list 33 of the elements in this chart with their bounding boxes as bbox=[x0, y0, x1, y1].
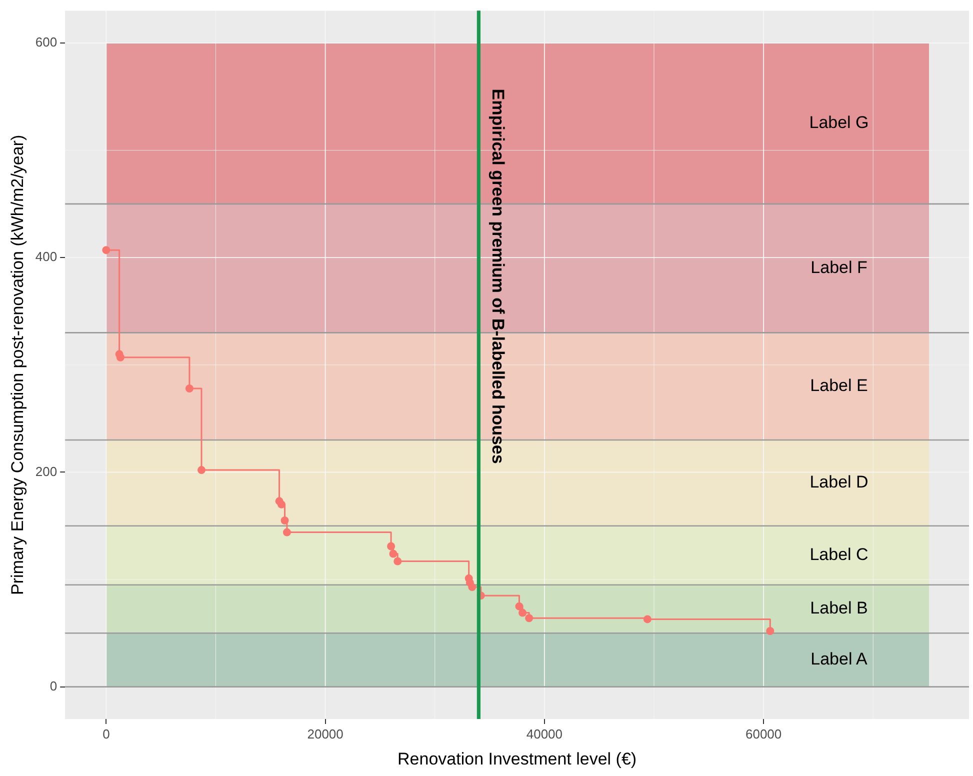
band-label: Label D bbox=[810, 472, 868, 492]
point bbox=[518, 608, 527, 617]
band-label: Label A bbox=[810, 650, 868, 669]
point bbox=[468, 583, 476, 592]
x-axis-title: Renovation Investment level (€) bbox=[398, 749, 637, 768]
point bbox=[102, 246, 110, 254]
point bbox=[387, 542, 396, 550]
point bbox=[185, 384, 194, 393]
point bbox=[515, 602, 524, 610]
point bbox=[643, 615, 652, 624]
point bbox=[394, 557, 402, 566]
band-label: Label G bbox=[809, 113, 869, 132]
point bbox=[280, 516, 289, 524]
x-tick-label: 60000 bbox=[745, 726, 782, 742]
band-label: Label B bbox=[810, 598, 868, 618]
point bbox=[766, 627, 774, 636]
point bbox=[525, 614, 534, 622]
point bbox=[282, 528, 291, 536]
y-axis-title: Primary Energy Consumption post-renovation (kWh/m2/year) bbox=[8, 134, 27, 595]
point bbox=[198, 466, 206, 474]
band-label: Label E bbox=[810, 376, 868, 396]
x-tick-label: 40000 bbox=[526, 726, 563, 742]
point bbox=[277, 500, 286, 508]
ref-line-label: Empirical green premium of B-labelled houses bbox=[488, 88, 508, 464]
y-tick-label: 200 bbox=[35, 464, 58, 479]
x-tick-label: 20000 bbox=[307, 726, 344, 742]
x-tick-label: 0 bbox=[102, 726, 110, 742]
band-label: Label F bbox=[810, 258, 868, 278]
y-tick-label: 600 bbox=[35, 34, 58, 50]
y-tick-label: 0 bbox=[50, 678, 58, 694]
point bbox=[389, 550, 398, 558]
y-tick-label: 400 bbox=[35, 249, 58, 264]
band-label: Label C bbox=[810, 545, 868, 564]
